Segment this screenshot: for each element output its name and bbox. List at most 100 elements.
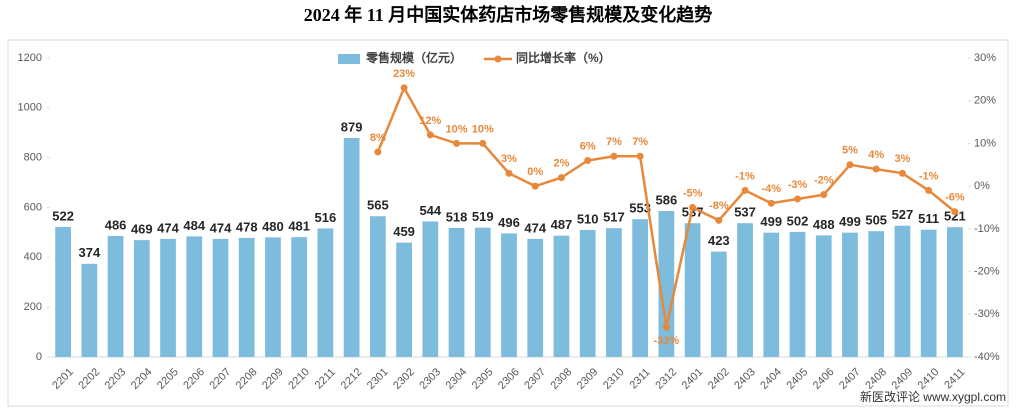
x-tick-label: 2201 [50,366,76,392]
line-marker [741,186,749,194]
line-marker [715,216,723,224]
y-tick-label: 400 [24,251,42,263]
line-marker [662,323,670,331]
line-label: -33% [654,335,680,347]
bar [527,238,544,357]
bar [632,219,649,357]
x-tick-label: 2303 [417,366,443,392]
bar-label: 496 [498,215,520,230]
bar [107,235,124,357]
line-marker [505,169,513,177]
line-label: -6% [945,192,965,204]
bar-label: 565 [367,198,389,213]
legend-label: 同比增长率（%） [516,50,611,65]
bar-label: 516 [315,210,337,225]
line-marker [479,139,487,147]
bar [947,227,963,357]
bar [920,229,937,357]
bar [448,227,465,357]
line-label: 10% [472,123,494,135]
y-tick-label: 600 [24,201,42,213]
bar-label: 521 [944,209,966,224]
bar [789,231,806,357]
bar [369,216,386,357]
y-tick-label: 1000 [18,102,42,114]
x-tick-label: 2402 [706,366,732,392]
line-marker [951,208,959,216]
y-tick-label: 0 [36,351,42,363]
bar [238,237,255,357]
x-tick-label: 2208 [234,366,260,392]
x-tick-label: 2209 [260,366,286,392]
x-tick-label: 2403 [732,366,758,392]
y2-tick-label: -10% [974,223,1000,235]
line-marker [531,182,539,190]
x-tick-label: 2306 [496,366,522,392]
bar-label: 459 [393,224,415,239]
bar [186,236,203,357]
bar [553,235,570,357]
line-label: -1% [735,170,755,182]
legend-swatch [338,54,360,64]
bar [842,232,858,357]
x-tick-label: 2407 [837,366,863,392]
chart-title: 2024 年 11 月中国实体药店市场零售规模及变化趋势 [304,4,713,25]
x-tick-label: 2207 [208,366,234,392]
bar [815,235,832,357]
line-label: 0% [527,166,543,178]
x-tick-label: 2310 [601,366,627,392]
line-marker [925,186,933,194]
bar [160,238,176,357]
bar-label: 469 [131,222,153,237]
line-marker [689,204,697,211]
x-tick-label: 2210 [286,366,312,392]
x-tick-label: 2408 [863,366,889,392]
bar [737,223,753,357]
bar-label: 519 [472,209,494,224]
bar [579,229,596,357]
x-tick-label: 2409 [889,366,915,392]
x-tick-label: 2206 [181,366,207,392]
bar-label: 374 [78,245,100,260]
x-tick-label: 2307 [522,366,548,392]
bar [474,227,491,357]
line-label: 3% [501,153,517,165]
x-tick-label: 2304 [444,366,470,392]
bar-label: 522 [52,208,74,223]
y2-tick-label: 20% [974,95,996,107]
bar [422,221,439,357]
line-label: 5% [842,145,858,157]
bar-label: 505 [865,213,887,228]
y2-tick-label: 10% [974,137,996,149]
line-marker [872,165,880,173]
bar [265,237,281,357]
x-tick-label: 2411 [942,366,967,391]
y-tick-label: 200 [24,301,42,313]
x-tick-label: 2311 [627,366,652,391]
line-marker [636,152,644,160]
x-tick-label: 2305 [470,366,496,392]
bar-label: 488 [813,217,835,232]
bar [55,226,71,357]
bar [684,223,701,357]
legend-swatch [494,55,502,63]
x-tick-label: 2204 [129,366,155,392]
line-label: -4% [762,183,782,195]
bar-label: 527 [892,207,914,222]
bar-label: 487 [551,217,573,232]
bar [501,233,517,357]
bar-label: 499 [839,214,861,229]
line-label: 2% [554,158,570,170]
x-tick-label: 2410 [916,366,942,392]
bar-label: 484 [183,218,205,233]
bar [291,237,308,357]
bar [396,242,412,357]
bar [343,137,360,357]
bar-label: 423 [708,233,730,248]
bar-label: 510 [577,211,599,226]
y2-tick-label: -30% [974,308,1000,320]
line-label: 3% [894,153,910,165]
bar [212,238,229,357]
line-marker [767,199,775,207]
bar-label: 879 [341,119,363,134]
